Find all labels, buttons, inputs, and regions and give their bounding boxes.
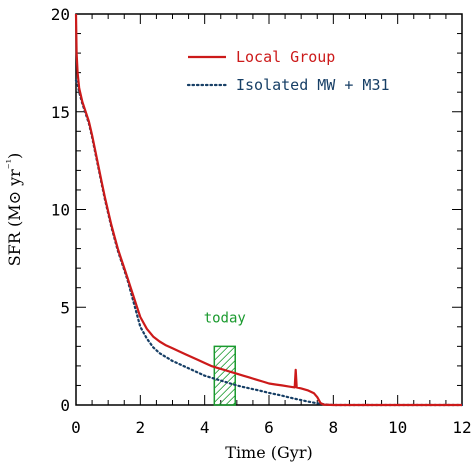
hatch-line (214, 346, 236, 368)
x-axis-label: Time (Gyr) (225, 443, 312, 462)
x-tick-label: 10 (388, 418, 407, 437)
hatch-line (214, 346, 229, 361)
hatch-line (214, 346, 222, 354)
x-tick-label: 12 (452, 418, 471, 437)
legend-label-local-group: Local Group (236, 48, 335, 66)
hatch-line (214, 373, 236, 396)
x-tick-label: 2 (136, 418, 146, 437)
y-tick-label: 15 (51, 103, 70, 122)
series-lines (74, 13, 464, 407)
today-hatch (214, 346, 348, 406)
hatch-line (214, 380, 236, 403)
x-tick-label: 4 (200, 418, 210, 437)
y-tick-label: 5 (60, 298, 70, 317)
today-box (213, 345, 236, 406)
legend-label-isolated: Isolated MW + M31 (236, 76, 390, 94)
x-tick-label: 6 (264, 418, 274, 437)
hatch-line (218, 387, 236, 406)
hatch-line (214, 366, 236, 389)
hatch-line (214, 359, 236, 382)
axis-ticks (75, 13, 463, 406)
hatch-line (289, 346, 348, 405)
y-tick-label: 10 (51, 201, 70, 220)
today-annotation: today (204, 310, 348, 406)
y-tick-label: 20 (51, 5, 70, 24)
plot-frame (75, 13, 463, 406)
legend: Local Group Isolated MW + M31 (186, 48, 390, 94)
y-tick-label: 0 (60, 396, 70, 415)
series-line-local-group (74, 13, 462, 407)
x-tick-label: 8 (329, 418, 339, 437)
tick-labels: 0 2 4 6 8 10 12 0 5 10 15 20 (51, 5, 472, 437)
hatch-line (214, 352, 236, 375)
series-line-isolated (74, 79, 464, 407)
today-label: today (204, 310, 246, 326)
hatch-line (282, 346, 341, 405)
y-axis-label: SFR (M⊙ yr⁻¹) (4, 153, 24, 266)
x-tick-label: 0 (71, 418, 81, 437)
